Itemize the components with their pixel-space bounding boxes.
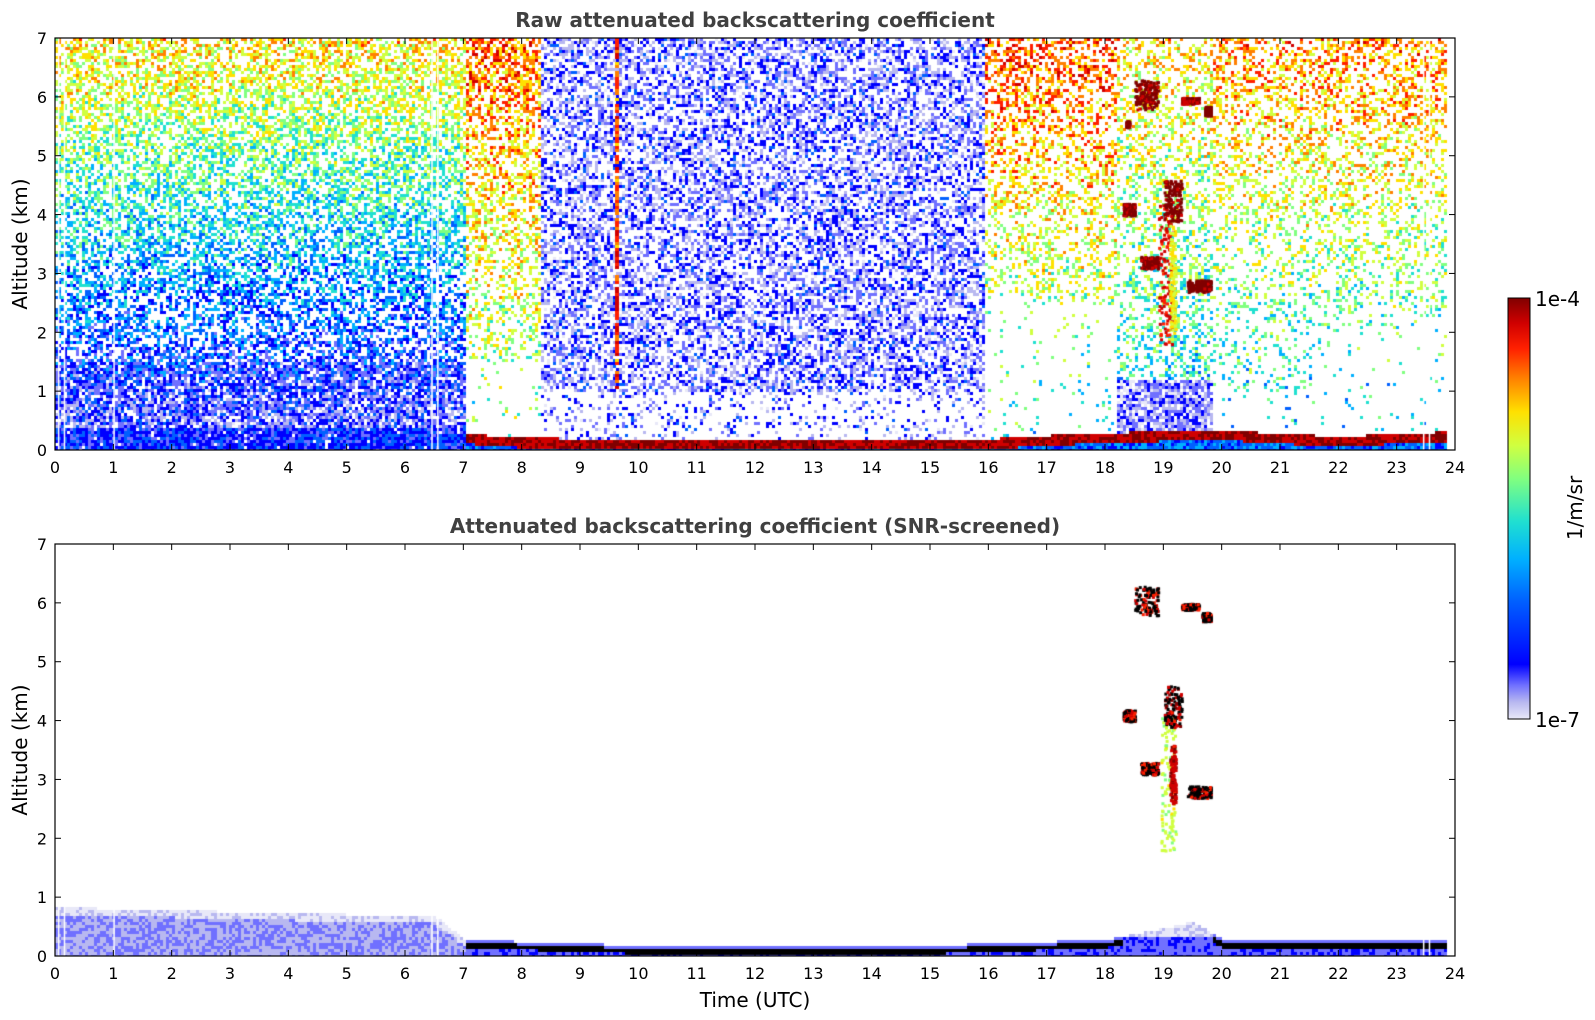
y-tick-label: 2 [37,829,47,848]
x-tick-label: 18 [1095,964,1115,983]
y-tick-label: 5 [37,653,47,672]
x-tick-label: 0 [50,964,60,983]
panel1-heatmap [55,38,1455,450]
x-tick-label: 16 [978,458,998,477]
x-tick-label: 5 [342,458,352,477]
x-tick-label: 13 [803,964,823,983]
y-tick-label: 3 [37,264,47,283]
x-tick-label: 17 [1036,964,1056,983]
x-tick-label: 5 [342,964,352,983]
x-tick-label: 2 [167,964,177,983]
x-tick-label: 2 [167,458,177,477]
panel1-ylabel: Altitude (km) [8,178,32,309]
panel2-xlabel: Time (UTC) [699,988,811,1012]
y-tick-label: 2 [37,323,47,342]
x-tick-label: 24 [1445,458,1465,477]
x-tick-label: 22 [1328,964,1348,983]
x-tick-label: 21 [1270,964,1290,983]
colorbar-label: 1/m/sr [1563,475,1587,540]
x-tick-label: 11 [686,964,706,983]
panel1-axes: 0 1 2 3 4 5 6 7 8 9 10 11 12 13 14 15 16 17 18 19 20 21 22 23 24… [37,29,1465,477]
x-tick-label: 14 [861,458,881,477]
x-tick-label: 20 [1211,964,1231,983]
x-tick-label: 15 [920,964,940,983]
x-tick-label: 9 [575,458,585,477]
x-tick-label: 16 [978,964,998,983]
x-tick-label: 8 [517,964,527,983]
x-tick-label: 10 [628,964,648,983]
colorbar: 1e-4 1e-7 1/m/sr [1507,287,1587,732]
x-tick-label: 14 [861,964,881,983]
x-tick-label: 9 [575,964,585,983]
x-tick-label: 3 [225,458,235,477]
panel1-heatmap-image [55,38,1455,450]
x-tick-label: 8 [517,458,527,477]
y-tick-label: 1 [37,382,47,401]
panel2-heatmap [55,544,1455,956]
x-tick-label: 11 [686,458,706,477]
x-tick-label: 15 [920,458,940,477]
y-tick-label: 0 [37,947,47,966]
panel1-title: Raw attenuated backscattering coefficien… [515,8,995,32]
x-tick-label: 23 [1386,964,1406,983]
y-tick-label: 4 [37,206,47,225]
x-tick-label: 6 [400,458,410,477]
colorbar-min-label: 1e-7 [1535,708,1580,732]
x-tick-label: 18 [1095,458,1115,477]
x-tick-label: 19 [1153,964,1173,983]
y-tick-label: 3 [37,770,47,789]
y-tick-label: 0 [37,441,47,460]
x-tick-label: 6 [400,964,410,983]
x-tick-label: 0 [50,458,60,477]
x-tick-label: 4 [283,458,293,477]
x-tick-label: 3 [225,964,235,983]
x-tick-label: 7 [458,458,468,477]
colorbar-max-label: 1e-4 [1535,287,1580,311]
raw-backscatter-panel: Raw attenuated backscattering coefficien… [8,8,1465,477]
panel2-ylabel: Altitude (km) [8,684,32,815]
x-tick-label: 12 [745,458,765,477]
x-tick-label: 20 [1211,458,1231,477]
y-tick-label: 6 [37,594,47,613]
y-tick-label: 1 [37,888,47,907]
colorbar-gradient [1507,297,1531,720]
x-tick-label: 19 [1153,458,1173,477]
y-tick-label: 5 [37,147,47,166]
y-tick-label: 4 [37,712,47,731]
x-tick-label: 13 [803,458,823,477]
x-tick-label: 24 [1445,964,1465,983]
y-tick-label: 7 [37,535,47,554]
x-tick-label: 12 [745,964,765,983]
x-tick-label: 10 [628,458,648,477]
panel2-title: Attenuated backscattering coefficient (S… [450,514,1060,538]
x-tick-label: 17 [1036,458,1056,477]
y-tick-label: 7 [37,29,47,48]
x-tick-label: 4 [283,964,293,983]
x-tick-label: 22 [1328,458,1348,477]
snr-screened-panel: Attenuated backscattering coefficient (S… [8,514,1465,1012]
panel2-heatmap-image [55,544,1455,956]
x-tick-label: 21 [1270,458,1290,477]
panel2-axes: 0 1 2 3 4 5 6 7 8 9 10 11 12 13 14 15 16 17 18 19 20 21 22 23 24… [37,535,1465,983]
x-tick-label: 23 [1386,458,1406,477]
x-tick-label: 1 [108,458,118,477]
x-tick-label: 1 [108,964,118,983]
x-tick-label: 7 [458,964,468,983]
y-tick-label: 6 [37,88,47,107]
